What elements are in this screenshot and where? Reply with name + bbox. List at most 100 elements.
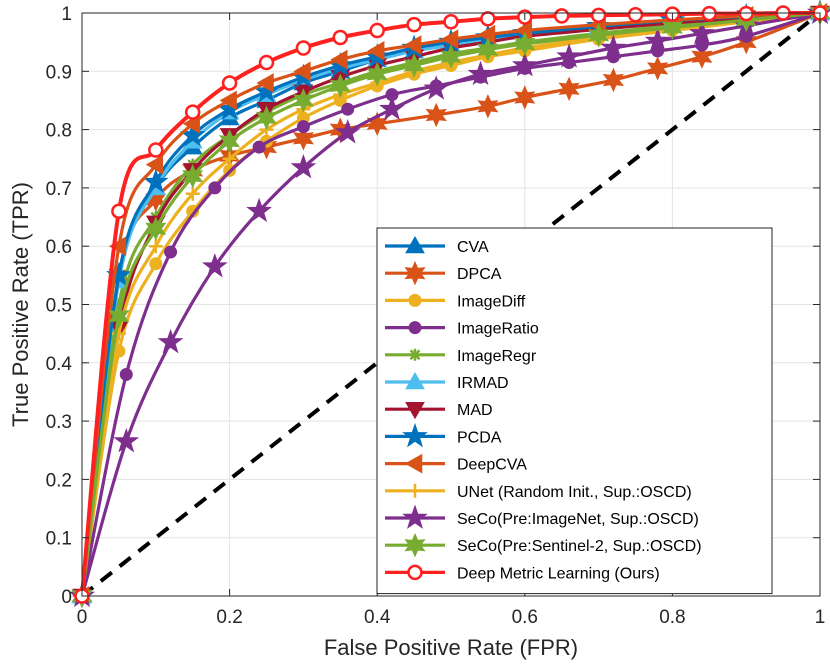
- legend-entry: SeCo(Pre:ImageNet, Sup.:OSCD): [385, 504, 699, 529]
- data-point: [602, 67, 624, 93]
- x-tick-label: 0.2: [216, 607, 242, 628]
- data-point: [379, 95, 405, 121]
- x-tick-label: 0.6: [512, 607, 538, 628]
- legend-marker: [402, 422, 428, 448]
- legend-label: ImageDiff: [457, 293, 526, 310]
- data-point: [149, 257, 163, 271]
- data-point: [108, 303, 130, 329]
- legend-entry: UNet (Random Init., Sup.:OSCD): [385, 484, 692, 501]
- data-point: [330, 49, 348, 70]
- legend-marker: [405, 235, 425, 254]
- legend-entry: SeCo(Pre:Sentinel-2, Sup.:OSCD): [385, 532, 702, 558]
- legend-entry: ImageDiff: [385, 293, 526, 310]
- data-point: [701, 5, 718, 22]
- legend-label: ImageRegr: [457, 348, 537, 365]
- data-point: [590, 7, 607, 24]
- data-point: [119, 367, 133, 381]
- legend-label: SeCo(Pre:ImageNet, Sup.:OSCD): [457, 511, 699, 528]
- data-point: [296, 120, 310, 134]
- x-tick-label: 0.8: [659, 607, 685, 628]
- data-point: [558, 76, 580, 102]
- data-point: [366, 111, 388, 137]
- y-tick-label: 0: [61, 587, 72, 608]
- legend-entry: DPCA: [385, 260, 502, 286]
- legend-label: DeepCVA: [457, 457, 527, 474]
- data-point: [440, 44, 462, 69]
- y-tick-label: 0.7: [46, 179, 72, 200]
- y-axis-label: True Positive Rate (TPR): [8, 182, 33, 427]
- data-point: [329, 73, 351, 99]
- data-point: [334, 118, 361, 144]
- legend-entry: PCDA: [385, 422, 502, 448]
- data-point: [246, 197, 272, 223]
- data-point: [404, 35, 422, 55]
- data-point: [148, 142, 164, 158]
- data-point: [369, 22, 385, 39]
- data-point: [600, 34, 627, 59]
- y-tick-label: 0.2: [46, 470, 72, 491]
- legend-marker: [408, 483, 422, 498]
- data-point: [142, 168, 169, 194]
- y-tick-label: 0.5: [46, 296, 72, 317]
- legend-marker: [405, 371, 425, 390]
- data-point: [406, 16, 422, 33]
- series-12: [74, 5, 828, 604]
- legend-marker: [404, 532, 426, 558]
- legend-marker: [408, 293, 422, 307]
- data-point: [341, 102, 355, 116]
- data-point: [423, 75, 450, 100]
- ticks: 0 0.2 0.4 0.6 0.8 1 0 0.1 0.2 0.3 0.4 0.5 0.6 0.7 0.8 0…: [46, 4, 826, 628]
- data-point: [258, 54, 275, 71]
- data-point: [292, 88, 314, 113]
- data-point: [295, 40, 312, 56]
- data-point: [252, 140, 266, 154]
- data-point: [514, 31, 536, 57]
- data-point: [647, 56, 669, 81]
- data-point: [477, 37, 499, 62]
- series-line: [80, 11, 821, 597]
- data-point: [644, 27, 671, 52]
- data-point: [689, 19, 715, 45]
- data-point: [290, 153, 317, 179]
- data-point: [425, 102, 447, 128]
- legend-label: IRMAD: [457, 375, 509, 392]
- legend-label: ImageRatio: [457, 321, 539, 338]
- data-point: [185, 186, 200, 201]
- data-point: [332, 29, 349, 46]
- legend-entry: Deep Metric Learning (Ours): [385, 564, 660, 582]
- legend-entry: DeepCVA: [385, 453, 527, 474]
- x-tick-label: 1: [815, 607, 826, 628]
- legend-label: MAD: [457, 402, 493, 419]
- legend-label: DPCA: [457, 266, 502, 283]
- y-tick-label: 0.8: [46, 121, 72, 142]
- legend-label: PCDA: [457, 429, 502, 446]
- legend-marker: [404, 453, 423, 474]
- data-point: [219, 90, 237, 111]
- data-point: [255, 105, 278, 131]
- y-tick-label: 0.3: [46, 412, 72, 433]
- y-tick-label: 0.6: [46, 237, 72, 258]
- data-point: [511, 51, 538, 77]
- legend-label: UNet (Random Init., Sup.:OSCD): [457, 484, 692, 501]
- data-point: [145, 154, 164, 175]
- series-line: [80, 11, 821, 597]
- data-point: [208, 181, 222, 195]
- data-point: [443, 13, 459, 30]
- data-point: [184, 104, 201, 120]
- data-point: [219, 129, 241, 154]
- legend-entry: ImageRegr: [385, 348, 537, 365]
- data-point: [477, 94, 499, 119]
- data-point: [145, 216, 167, 241]
- data-point: [256, 73, 274, 93]
- data-point: [467, 60, 494, 86]
- series-line: [80, 11, 821, 597]
- data-point: [627, 6, 644, 23]
- random-guess-line: [80, 11, 822, 598]
- legend-marker: [404, 260, 426, 286]
- data-point: [108, 236, 127, 257]
- x-tick-label: 0.4: [364, 607, 391, 628]
- legend-marker: [402, 504, 428, 529]
- data-point: [556, 43, 582, 68]
- y-tick-label: 0.1: [46, 529, 72, 550]
